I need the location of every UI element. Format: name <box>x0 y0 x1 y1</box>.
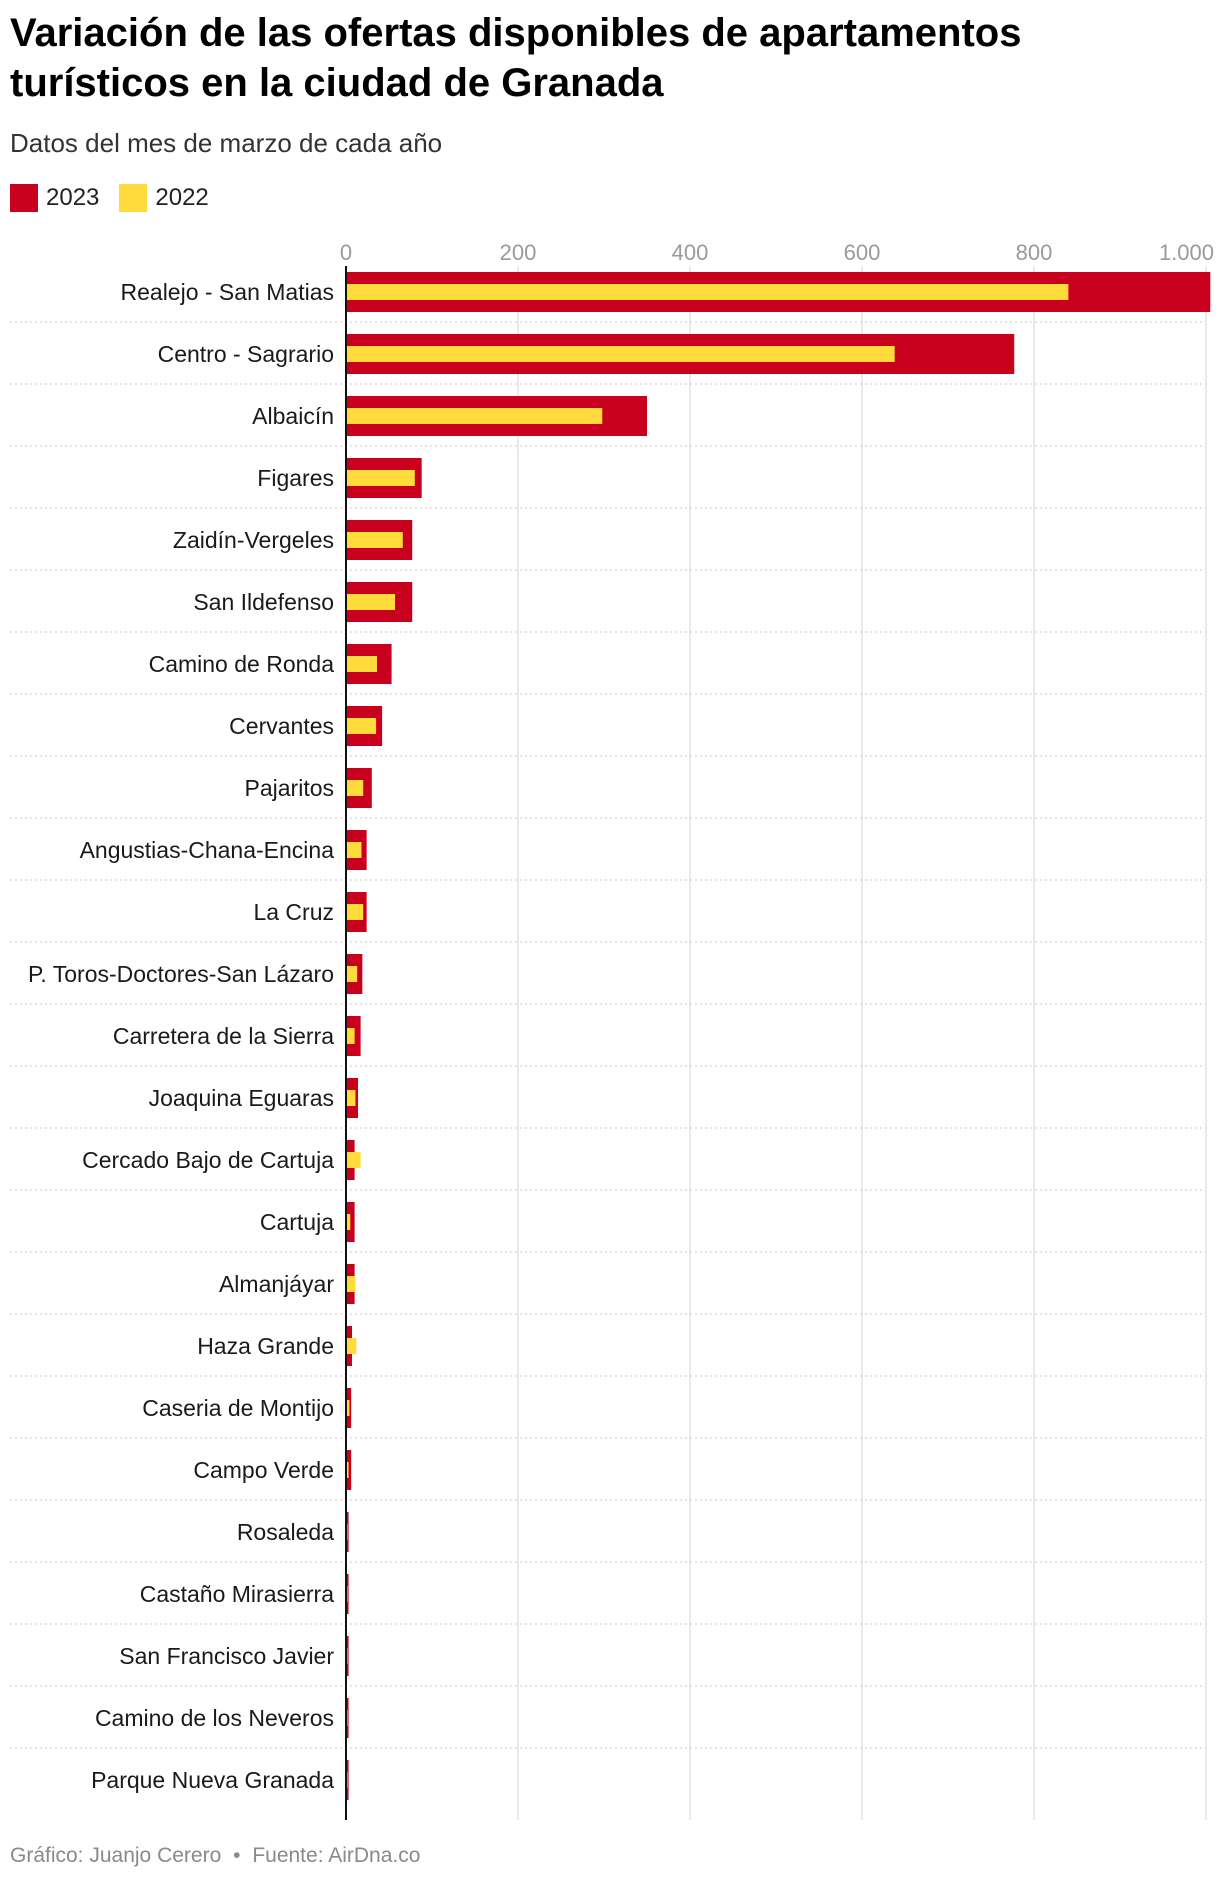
category-label: Campo Verde <box>193 1457 334 1483</box>
category-label: San Francisco Javier <box>119 1643 334 1669</box>
category-label: Camino de Ronda <box>149 651 335 677</box>
x-tick-label: 400 <box>672 240 709 265</box>
category-label: Camino de los Neveros <box>95 1705 334 1731</box>
bar-2023 <box>346 1450 352 1490</box>
legend-label-2023: 2023 <box>46 184 100 211</box>
category-label: Carretera de la Sierra <box>113 1023 334 1049</box>
chart-title: Variación de las ofertas disponibles de … <box>10 11 1022 105</box>
category-label: Parque Nueva Granada <box>91 1767 334 1793</box>
bar-chart: 0 200 400 600 800 1.000 Realejo - San Matias Ce… <box>10 240 1214 1820</box>
footer: Gráfico: Juanjo Cerero • Fuente: AirDna.… <box>10 1844 420 1868</box>
category-label: Cervantes <box>229 713 334 739</box>
bar-2022 <box>346 594 396 610</box>
category-label: Rosaleda <box>237 1519 334 1545</box>
x-tick-label: 600 <box>844 240 881 265</box>
bar-2022 <box>346 1338 357 1354</box>
category-label: Castaño Mirasierra <box>140 1581 334 1607</box>
credit-text: Gráfico: Juanjo Cerero <box>10 1844 222 1867</box>
category-label: Cercado Bajo de Cartuja <box>82 1147 334 1173</box>
footer-separator: • <box>233 1844 241 1867</box>
category-label: Haza Grande <box>197 1333 334 1359</box>
bar-2022 <box>346 346 895 362</box>
bar-2022 <box>346 842 362 858</box>
x-tick-label: 1.000 <box>1159 240 1214 265</box>
category-label: La Cruz <box>253 899 334 925</box>
legend-item-2023: 2023 <box>10 184 99 212</box>
bar-2022 <box>346 284 1069 300</box>
legend-swatch-2022 <box>119 184 148 212</box>
bar-2022 <box>346 780 364 796</box>
legend: 2023 2022 <box>10 184 229 212</box>
category-label: Realejo - San Matias <box>121 279 335 305</box>
bar-2022 <box>346 1028 355 1044</box>
bar-2022 <box>346 1152 361 1168</box>
chart-subtitle: Datos del mes de marzo de cada año <box>10 128 443 158</box>
category-label: Figares <box>257 465 334 491</box>
bar-2022 <box>346 1462 349 1478</box>
category-label: Joaquina Eguaras <box>149 1085 334 1111</box>
legend-label-2022: 2022 <box>155 184 209 211</box>
bar-2022 <box>346 1276 356 1292</box>
category-label: Angustias-Chana-Encina <box>80 837 335 863</box>
bar-2022 <box>346 532 403 548</box>
bar-2022 <box>346 408 603 424</box>
category-label: Centro - Sagrario <box>158 341 334 367</box>
legend-swatch-2023 <box>10 184 38 212</box>
bar-2022 <box>346 656 377 672</box>
category-label: Albaicín <box>252 403 334 429</box>
x-tick-label: 800 <box>1016 240 1053 265</box>
x-tick-label: 200 <box>500 240 537 265</box>
bar-2022 <box>346 904 364 920</box>
bar-2022 <box>346 966 358 982</box>
category-label: Pajaritos <box>245 775 334 801</box>
x-tick-label: 0 <box>340 240 352 265</box>
bar-2022 <box>346 1400 350 1416</box>
category-label: P. Toros-Doctores-San Lázaro <box>28 961 334 987</box>
bar-2022 <box>346 718 377 734</box>
bar-2022 <box>346 1214 351 1230</box>
source-text: Fuente: AirDna.co <box>252 1844 421 1867</box>
category-label: Cartuja <box>260 1209 334 1235</box>
bar-2022 <box>346 1090 356 1106</box>
category-label: Zaidín-Vergeles <box>173 527 334 553</box>
bar-2022 <box>346 470 415 486</box>
legend-item-2022: 2022 <box>119 184 209 212</box>
category-label: Caseria de Montijo <box>142 1395 334 1421</box>
category-label: Almanjáyar <box>219 1271 334 1297</box>
category-label: San Ildefenso <box>193 589 334 615</box>
